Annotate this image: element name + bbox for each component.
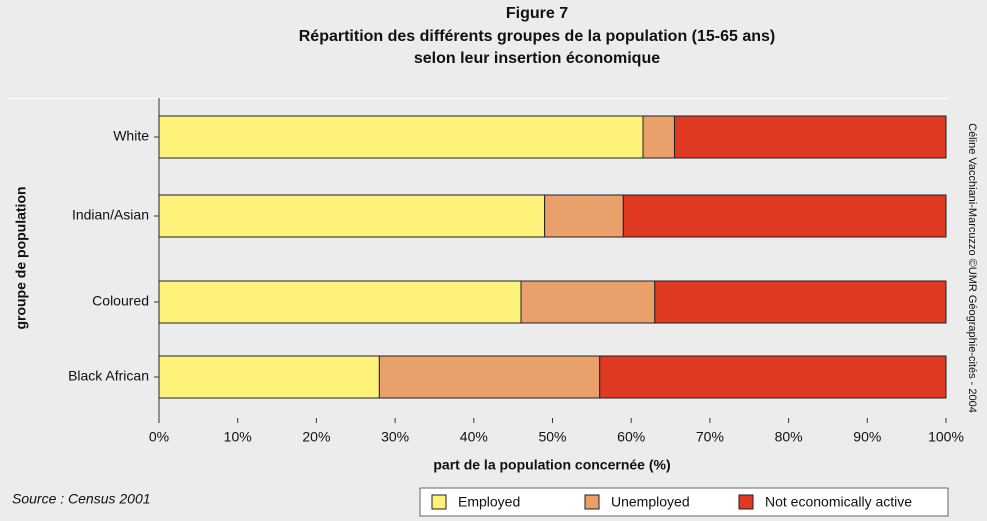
legend-label: Employed	[458, 494, 520, 510]
y-tick-label: Coloured	[92, 293, 149, 309]
legend-box	[419, 487, 949, 517]
x-tick-label: 40%	[460, 429, 488, 445]
y-axis-title: groupe de population	[13, 186, 29, 329]
legend-swatch	[431, 494, 447, 510]
y-tick-label: White	[113, 128, 149, 144]
legend-swatch	[584, 494, 600, 510]
bar-segment	[158, 355, 380, 399]
x-tick-label: 30%	[381, 429, 409, 445]
bar-segment	[378, 355, 601, 399]
x-tick-label: 0%	[149, 429, 169, 445]
bar-segment	[158, 280, 522, 324]
bar-segment	[158, 115, 644, 159]
x-tick-label: 90%	[853, 429, 881, 445]
x-tick-label: 60%	[617, 429, 645, 445]
bar-segment	[622, 194, 947, 238]
source: Source : Census 2001	[12, 491, 151, 507]
bar-segment	[673, 115, 947, 159]
chart-title: Figure 7	[506, 5, 568, 22]
y-tick-label: Indian/Asian	[72, 207, 149, 223]
y-tick-label: Black African	[68, 368, 149, 384]
legend-swatch	[738, 494, 754, 510]
x-tick-label: 10%	[224, 429, 252, 445]
bar-segment	[654, 280, 947, 324]
x-tick-label: 80%	[775, 429, 803, 445]
bar-segment	[520, 280, 656, 324]
bar-segment	[642, 115, 675, 159]
chart-title: selon leur insertion économique	[414, 50, 660, 67]
legend-label: Unemployed	[611, 494, 690, 510]
x-axis-title: part de la population concernée (%)	[433, 457, 670, 473]
x-tick-label: 50%	[538, 429, 566, 445]
x-tick-label: 20%	[302, 429, 330, 445]
legend-label: Not economically active	[765, 494, 912, 510]
credit: Céline Vacchiani-Marcuzzo ©UMR Géographi…	[966, 123, 978, 413]
x-tick-label: 70%	[696, 429, 724, 445]
chart-title: Répartition des différents groupes de la…	[299, 28, 776, 45]
bar-segment	[599, 355, 947, 399]
bar-segment	[158, 194, 546, 238]
plot-top-border	[8, 98, 948, 99]
bar-segment	[544, 194, 624, 238]
x-tick-label: 100%	[928, 429, 964, 445]
